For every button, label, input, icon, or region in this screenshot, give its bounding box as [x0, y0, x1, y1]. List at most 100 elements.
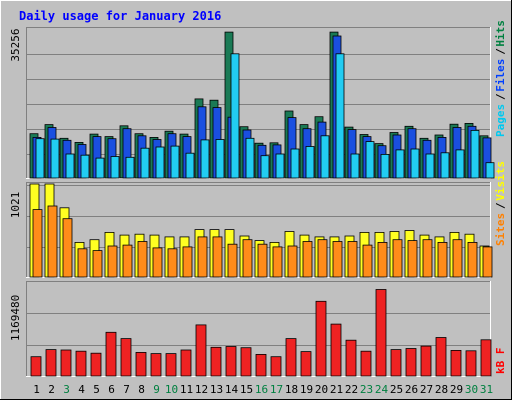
panel-3: 1169480 kB F	[9, 281, 507, 377]
bar-pages-day-5	[95, 157, 105, 179]
x-tick-day-18: 18	[285, 383, 298, 396]
bar-kb-f-day-undefined	[375, 289, 387, 377]
bar-sites-day-undefined	[197, 236, 208, 278]
bar-sites-day-undefined	[407, 240, 418, 278]
bar-kb-f-day-undefined	[285, 338, 297, 377]
legend-separator: /	[494, 93, 507, 100]
bar-pages-day-11	[185, 152, 195, 179]
bar-kb-f-day-undefined	[330, 323, 342, 377]
bar-kb-f-day-undefined	[390, 349, 402, 377]
bar-sites-day-undefined	[182, 246, 193, 278]
bar-sites-day-undefined	[452, 239, 463, 278]
bar-sites-day-undefined	[227, 243, 238, 278]
bar-pages-day-16	[260, 155, 270, 179]
series-pages	[35, 53, 495, 179]
x-tick-day-25: 25	[390, 383, 403, 396]
bar-sites-day-undefined	[62, 218, 73, 278]
bar-sites-day-undefined	[47, 205, 58, 278]
bar-pages-day-29	[455, 149, 465, 179]
panel-2: 1021 Sites /Visits	[9, 161, 507, 278]
legend-separator: /	[494, 48, 507, 55]
series-kb-f	[30, 289, 492, 377]
bar-pages-day-15	[245, 137, 255, 179]
x-tick-day-16: 16	[255, 383, 268, 396]
legend: kB F	[494, 348, 507, 375]
bar-kb-f-day-undefined	[420, 345, 432, 377]
bar-pages-day-12	[200, 139, 210, 179]
legend-sites: Sites	[494, 213, 507, 246]
bar-kb-f-day-undefined	[360, 350, 372, 377]
bar-sites-day-undefined	[152, 247, 163, 278]
bar-kb-f-day-undefined	[240, 347, 252, 377]
legend: Sites /Visits	[494, 161, 507, 246]
bar-pages-day-8	[140, 147, 150, 179]
x-tick-day-27: 27	[420, 383, 433, 396]
bar-kb-f-day-undefined	[180, 349, 192, 377]
bar-kb-f-day-undefined	[60, 349, 72, 377]
x-tick-day-12: 12	[195, 383, 208, 396]
bar-pages-day-14	[230, 53, 240, 179]
x-tick-day-9: 9	[153, 383, 160, 396]
bar-sites-day-undefined	[287, 245, 298, 278]
bar-pages-day-2	[50, 138, 60, 179]
bar-pages-day-27	[425, 153, 435, 179]
bar-pages-day-28	[440, 152, 450, 179]
bar-sites-day-undefined	[167, 248, 178, 278]
bar-pages-day-1	[35, 138, 45, 179]
x-tick-day-17: 17	[270, 383, 283, 396]
x-tick-day-6: 6	[108, 383, 115, 396]
x-tick-day-3: 3	[63, 383, 70, 396]
bar-pages-day-26	[410, 148, 420, 179]
bar-sites-day-undefined	[377, 241, 388, 278]
bar-kb-f-day-undefined	[135, 351, 147, 377]
bar-pages-day-23	[365, 141, 375, 179]
bar-sites-day-undefined	[482, 246, 493, 278]
bar-sites-day-undefined	[317, 239, 328, 278]
bar-kb-f-day-undefined	[225, 346, 237, 377]
bar-sites-day-undefined	[92, 250, 103, 278]
x-tick-day-28: 28	[435, 383, 448, 396]
bar-pages-day-19	[305, 146, 315, 179]
legend-visits: Visits	[494, 161, 507, 201]
x-tick-day-11: 11	[180, 383, 193, 396]
bar-pages-day-30	[470, 129, 480, 179]
chart-panels: 35256Pages/Files/Hits1021Sites/Visits116…	[9, 20, 507, 377]
bar-pages-day-4	[80, 154, 90, 179]
x-tick-day-19: 19	[300, 383, 313, 396]
bar-pages-day-22	[350, 153, 360, 179]
bar-pages-day-17	[275, 153, 285, 179]
bar-pages-day-31	[485, 162, 495, 179]
bar-kb-f-day-undefined	[90, 352, 102, 377]
bar-sites-day-undefined	[137, 241, 148, 278]
bar-pages-day-13	[215, 139, 225, 179]
x-tick-day-20: 20	[315, 383, 328, 396]
legend: Pages/Files/Hits	[494, 20, 507, 137]
x-tick-day-10: 10	[165, 383, 178, 396]
bar-kb-f-day-undefined	[435, 337, 447, 377]
legend-pages: Pages	[494, 104, 507, 137]
bar-sites-day-undefined	[362, 244, 373, 278]
bar-kb-f-day-undefined	[465, 350, 477, 377]
bar-pages-day-10	[170, 145, 180, 179]
bar-kb-f-day-undefined	[480, 339, 492, 377]
bar-kb-f-day-undefined	[210, 346, 222, 377]
bar-pages-day-21	[335, 53, 345, 179]
x-tick-day-29: 29	[450, 383, 463, 396]
y-tick-label: 35256	[9, 28, 22, 61]
legend-kb-f: kB F	[494, 348, 507, 375]
bar-sites-day-undefined	[422, 239, 433, 278]
x-tick-day-2: 2	[48, 383, 55, 396]
bar-sites-day-undefined	[32, 209, 43, 278]
bar-sites-day-undefined	[272, 246, 283, 278]
bar-sites-day-undefined	[77, 248, 88, 278]
bar-kb-f-day-undefined	[450, 349, 462, 377]
bar-sites-day-undefined	[212, 236, 223, 278]
bar-pages-day-18	[290, 148, 300, 179]
x-tick-day-4: 4	[78, 383, 85, 396]
bar-kb-f-day-undefined	[315, 300, 327, 377]
x-tick-day-22: 22	[345, 383, 358, 396]
x-tick-day-7: 7	[123, 383, 130, 396]
bar-kb-f-day-undefined	[300, 351, 312, 377]
